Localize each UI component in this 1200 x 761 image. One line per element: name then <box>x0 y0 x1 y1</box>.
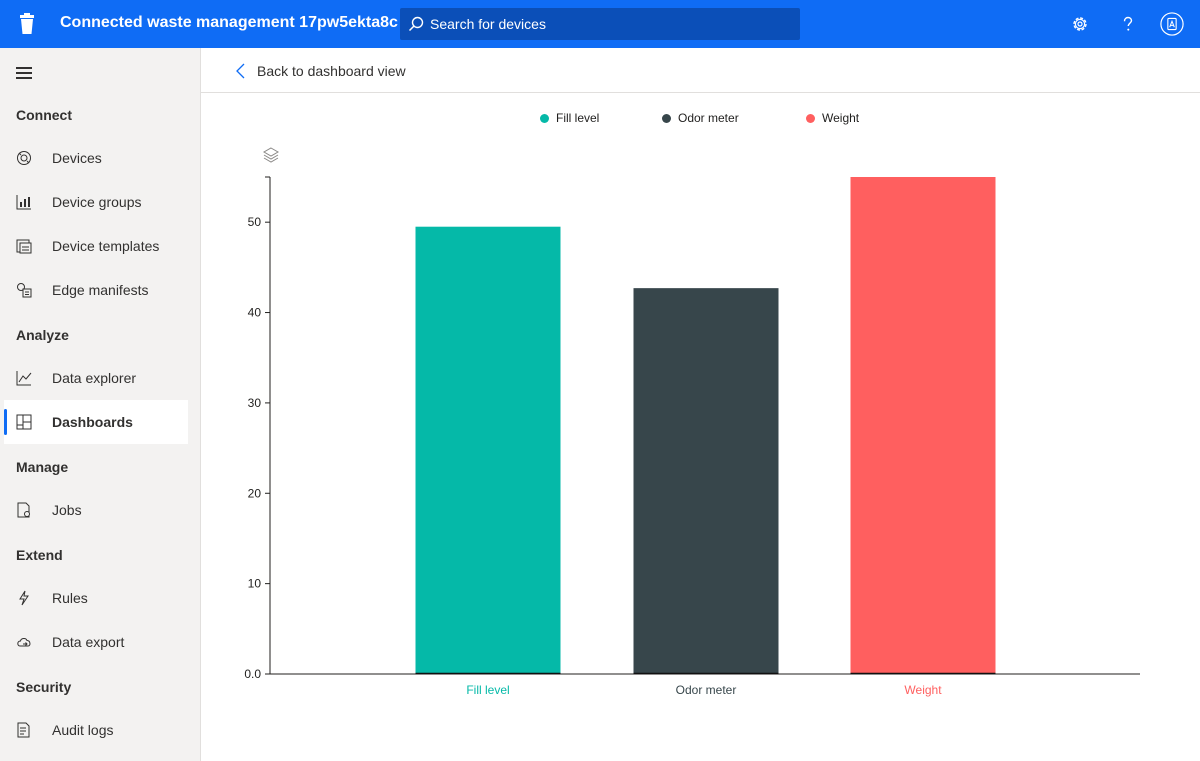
jobs-icon <box>17 502 30 518</box>
back-bar: Back to dashboard view <box>201 48 1200 93</box>
bar-chart: 0.0 10 20 30 40 50 Fill level Odor meter Weight <box>244 176 1140 697</box>
sidebar-item-label: Devices <box>52 150 102 166</box>
sidebar-item-data-explorer[interactable]: Data explorer <box>4 356 188 400</box>
account-icon[interactable] <box>1160 12 1184 36</box>
sidebar-item-label: Data explorer <box>52 370 137 386</box>
search-input[interactable] <box>430 8 790 40</box>
legend-label: Odor meter <box>678 111 739 125</box>
rules-icon <box>19 590 29 606</box>
layers-icon[interactable] <box>262 146 280 164</box>
back-label: Back to dashboard view <box>257 63 406 79</box>
legend-label: Weight <box>822 111 860 125</box>
top-bar: Connected waste management 17pw5ekta8c <box>0 0 1200 48</box>
section-header-connect: Connect <box>16 107 72 123</box>
bar-weight <box>850 177 996 674</box>
sidebar-item-label: Data export <box>52 634 125 650</box>
sidebar-item-label: Jobs <box>52 502 82 518</box>
y-tick-label: 40 <box>248 306 262 320</box>
section-header-analyze: Analyze <box>16 327 69 343</box>
help-icon[interactable] <box>1116 12 1140 36</box>
legend-dot <box>662 113 671 123</box>
audit-logs-icon <box>17 722 30 738</box>
x-category-label: Odor meter <box>676 683 737 697</box>
sidebar-item-jobs[interactable]: Jobs <box>4 488 188 532</box>
legend-dot <box>540 113 549 123</box>
search-icon <box>408 16 424 32</box>
chevron-left-icon <box>236 63 245 79</box>
x-category-label: Weight <box>904 683 942 697</box>
section-header-extend: Extend <box>16 547 63 563</box>
y-tick-label: 30 <box>248 396 262 410</box>
y-tick-label: 20 <box>248 486 262 500</box>
y-tick-label: 50 <box>248 215 262 229</box>
trash-can-icon <box>20 13 34 34</box>
x-category-label: Fill level <box>466 683 509 697</box>
sidebar-item-label: Edge manifests <box>52 282 149 298</box>
sidebar-item-data-export[interactable]: Data export <box>4 620 188 664</box>
edge-manifests-icon <box>17 283 32 298</box>
sidebar-item-label: Device groups <box>52 194 142 210</box>
y-tick-label: 0.0 <box>244 667 261 681</box>
section-header-security: Security <box>16 679 72 695</box>
main-content: Back to dashboard view Fill level Odor m… <box>201 48 1200 761</box>
sidebar-item-edge-manifests[interactable]: Edge manifests <box>4 268 188 312</box>
sidebar-item-label: Audit logs <box>52 722 114 738</box>
device-groups-icon <box>16 195 31 210</box>
sidebar-item-rules[interactable]: Rules <box>4 576 188 620</box>
app-title: Connected waste management 17pw5ekta8c <box>60 14 398 31</box>
sidebar-item-label: Rules <box>52 590 88 606</box>
search-box[interactable] <box>400 8 800 40</box>
sidebar-item-devices[interactable]: Devices <box>4 136 188 180</box>
data-export-icon <box>17 638 31 647</box>
bar-fill-level <box>415 226 561 674</box>
legend-item-odor-meter[interactable]: Odor meter <box>662 111 739 125</box>
legend-item-fill-level[interactable]: Fill level <box>540 111 599 125</box>
bar-odor-meter <box>633 288 779 674</box>
devices-icon <box>17 151 31 165</box>
section-header-manage: Manage <box>16 459 69 475</box>
y-tick-label: 10 <box>248 577 262 591</box>
sidebar-item-audit-logs[interactable]: Audit logs <box>4 708 188 752</box>
data-explorer-icon <box>16 371 32 386</box>
legend-label: Fill level <box>556 111 600 125</box>
sidebar-item-device-templates[interactable]: Device templates <box>4 224 188 268</box>
hamburger-icon[interactable] <box>14 64 34 80</box>
gear-icon[interactable] <box>1068 12 1092 36</box>
back-to-dashboard-link[interactable]: Back to dashboard view <box>235 61 406 81</box>
legend-dot <box>806 113 815 123</box>
device-templates-icon <box>16 239 32 254</box>
legend-item-weight[interactable]: Weight <box>806 111 859 125</box>
sidebar-item-label: Device templates <box>52 238 160 254</box>
dashboards-icon <box>16 414 32 430</box>
sidebar-item-device-groups[interactable]: Device groups <box>4 180 188 224</box>
sidebar-item-dashboards[interactable]: Dashboards <box>4 400 188 444</box>
sidebar: Connect Devices Device groups Device tem… <box>0 48 201 761</box>
sidebar-item-label: Dashboards <box>52 414 133 430</box>
